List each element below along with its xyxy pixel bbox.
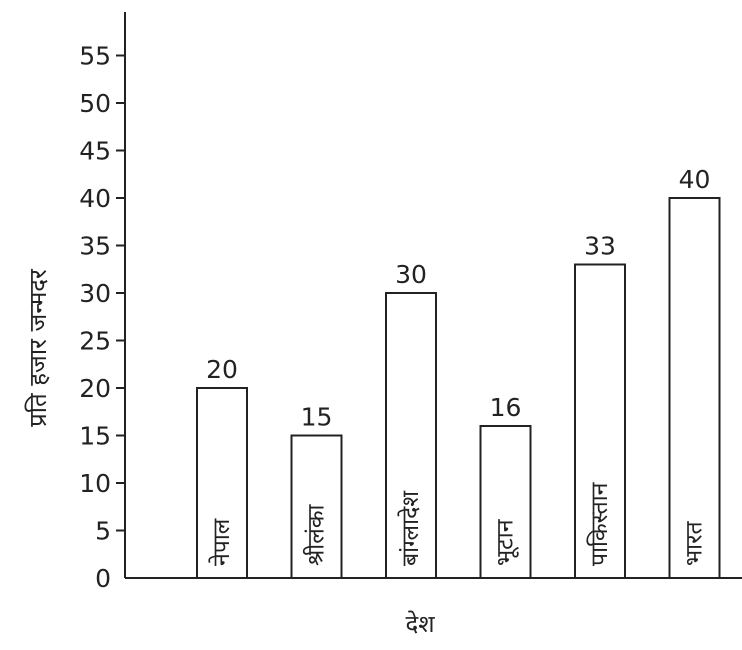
bar-category-label: भूटान xyxy=(493,518,520,566)
bar xyxy=(668,197,721,579)
bar-value-label: 33 xyxy=(584,232,616,261)
bar-value-label: 40 xyxy=(679,165,711,194)
y-tick-label: 5 xyxy=(95,517,111,546)
y-tick-label: 10 xyxy=(79,469,111,498)
bar-value-label: 16 xyxy=(490,393,522,422)
y-tick-label: 40 xyxy=(79,184,111,213)
y-tick-label: 15 xyxy=(79,422,111,451)
bar xyxy=(574,263,626,579)
bar-category-label: भारत xyxy=(682,520,708,566)
y-tick-label: 45 xyxy=(79,137,111,166)
bar-value-label: 15 xyxy=(301,403,333,432)
x-axis-title: देश xyxy=(405,610,435,638)
y-tick-label: 35 xyxy=(79,232,111,261)
y-tick-label: 25 xyxy=(79,327,111,356)
bar-category-label: श्रीलंका xyxy=(303,504,330,566)
bar xyxy=(385,292,437,579)
bars: 20 नेपाल 15 श्रीलंका 30 बांग्लादेश 16 भूटान 33 पा… xyxy=(196,165,721,579)
bar-category-label: पाकिस्तान xyxy=(586,481,613,566)
bar-category-label: नेपाल xyxy=(208,518,235,566)
y-tick-label: 0 xyxy=(95,564,111,593)
bar-value-label: 30 xyxy=(395,260,427,289)
y-axis-title: प्रति हजार जन्मदर xyxy=(24,268,52,427)
y-tick-label: 20 xyxy=(79,374,111,403)
bar-category-label: बांग्लादेश xyxy=(397,491,424,566)
bar xyxy=(196,387,248,579)
bar-value-label: 20 xyxy=(206,355,238,384)
y-tick-label: 55 xyxy=(79,42,111,71)
y-tick-label: 50 xyxy=(79,89,111,118)
bar xyxy=(479,425,532,579)
y-axis: 0 5 10 15 20 25 30 35 40 45 50 55 xyxy=(79,12,126,593)
bar xyxy=(290,434,343,579)
y-tick-label: 30 xyxy=(79,279,111,308)
